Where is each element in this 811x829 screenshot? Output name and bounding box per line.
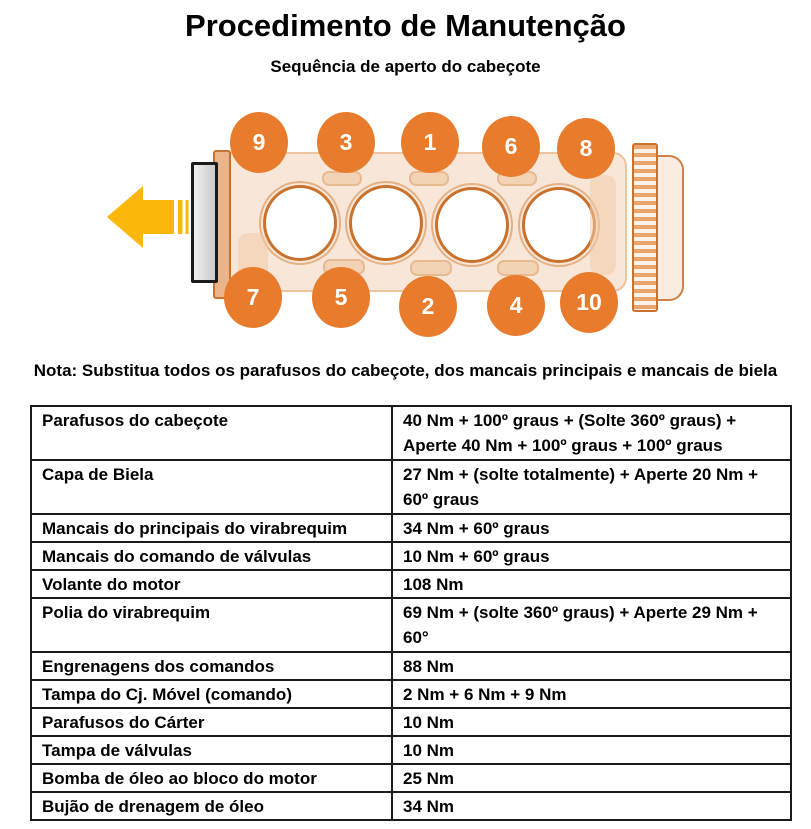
page-title: Procedimento de Manutenção	[185, 8, 626, 43]
torque-cell: 69 Nm + (solte 360º graus) + Aperte 29 N…	[391, 597, 792, 653]
sequence-marker: 7	[224, 267, 282, 328]
sequence-marker: 4	[487, 275, 545, 336]
table-row: Engrenagens dos comandos 88 Nm	[30, 651, 792, 681]
torque-cell: 34 Nm + 60º graus	[391, 513, 792, 543]
sequence-marker: 8	[557, 118, 615, 179]
component-cell: Tampa de válvulas	[30, 735, 393, 765]
sequence-number: 9	[252, 129, 266, 155]
table-row: Volante do motor 108 Nm	[30, 569, 792, 599]
sequence-number: 10	[576, 289, 602, 315]
tightening-sequence-diagram: 9 3 1 6 8 7 5 2 4 10	[0, 105, 811, 355]
table-row: Tampa do Cj. Móvel (comando) 2 Nm + 6 Nm …	[30, 679, 792, 709]
cylinder-bore-2	[345, 181, 427, 265]
serrated-end-strip	[632, 143, 658, 312]
bolt-hole	[409, 171, 449, 186]
cylinder-bore-1	[259, 181, 341, 265]
gasket-detail	[590, 175, 616, 275]
sequence-marker: 9	[230, 112, 288, 173]
replacement-note: Nota: Substitua todos os parafusos do ca…	[33, 361, 778, 380]
bolt-hole	[410, 260, 452, 276]
component-cell: Engrenagens dos comandos	[30, 651, 393, 681]
sequence-number: 5	[334, 284, 348, 310]
torque-cell: 40 Nm + 100º graus + (Solte 360º graus) …	[391, 405, 792, 461]
torque-cell: 10 Nm	[391, 707, 792, 737]
torque-cell: 10 Nm + 60º graus	[391, 541, 792, 571]
component-cell: Parafusos do Cárter	[30, 707, 393, 737]
torque-spec-table: Parafusos do cabeçote 40 Nm + 100º graus …	[30, 405, 792, 821]
component-cell: Parafusos do cabeçote	[30, 405, 393, 461]
sequence-marker: 1	[401, 112, 459, 173]
table-row: Capa de Biela 27 Nm + (solte totalmente) …	[30, 459, 792, 515]
table-row: Polia do virabrequim 69 Nm + (solte 360º …	[30, 597, 792, 653]
sequence-marker: 2	[399, 276, 457, 337]
component-cell: Mancais do principais do virabrequim	[30, 513, 393, 543]
sequence-marker: 6	[482, 116, 540, 177]
sequence-number: 4	[509, 292, 523, 318]
table-row: Parafusos do cabeçote 40 Nm + 100º graus …	[30, 405, 792, 461]
sequence-number: 2	[421, 293, 435, 319]
cylinder-bore-3	[431, 183, 513, 267]
table-row: Mancais do principais do virabrequim 34 N…	[30, 513, 792, 543]
table-row: Mancais do comando de válvulas 10 Nm + 60…	[30, 541, 792, 571]
torque-cell: 25 Nm	[391, 763, 792, 793]
sequence-number: 6	[504, 133, 518, 159]
end-plate	[191, 162, 218, 283]
torque-cell: 108 Nm	[391, 569, 792, 599]
component-cell: Bujão de drenagem de óleo	[30, 791, 393, 821]
component-cell: Tampa do Cj. Móvel (comando)	[30, 679, 393, 709]
torque-cell: 2 Nm + 6 Nm + 9 Nm	[391, 679, 792, 709]
bolt-hole	[497, 260, 539, 276]
torque-cell: 88 Nm	[391, 651, 792, 681]
component-cell: Bomba de óleo ao bloco do motor	[30, 763, 393, 793]
table-row: Tampa de válvulas 10 Nm	[30, 735, 792, 765]
table-row: Bujão de drenagem de óleo 34 Nm	[30, 791, 792, 821]
sequence-number: 7	[246, 284, 260, 310]
sequence-number: 1	[423, 129, 437, 155]
sequence-marker: 3	[317, 112, 375, 173]
torque-cell: 27 Nm + (solte totalmente) + Aperte 20 N…	[391, 459, 792, 515]
torque-cell: 10 Nm	[391, 735, 792, 765]
bolt-hole	[322, 171, 362, 186]
table-row: Bomba de óleo ao bloco do motor 25 Nm	[30, 763, 792, 793]
table-row: Parafusos do Cárter 10 Nm	[30, 707, 792, 737]
sequence-number: 8	[579, 135, 593, 161]
component-cell: Polia do virabrequim	[30, 597, 393, 653]
page-subtitle: Sequência de aperto do cabeçote	[270, 57, 541, 76]
sequence-number: 3	[339, 129, 353, 155]
direction-arrow-icon	[107, 186, 189, 248]
component-cell: Volante do motor	[30, 569, 393, 599]
sequence-marker: 10	[560, 272, 618, 333]
component-cell: Mancais do comando de válvulas	[30, 541, 393, 571]
sequence-marker: 5	[312, 267, 370, 328]
component-cell: Capa de Biela	[30, 459, 393, 515]
torque-cell: 34 Nm	[391, 791, 792, 821]
cylinder-bore-4	[518, 183, 600, 267]
